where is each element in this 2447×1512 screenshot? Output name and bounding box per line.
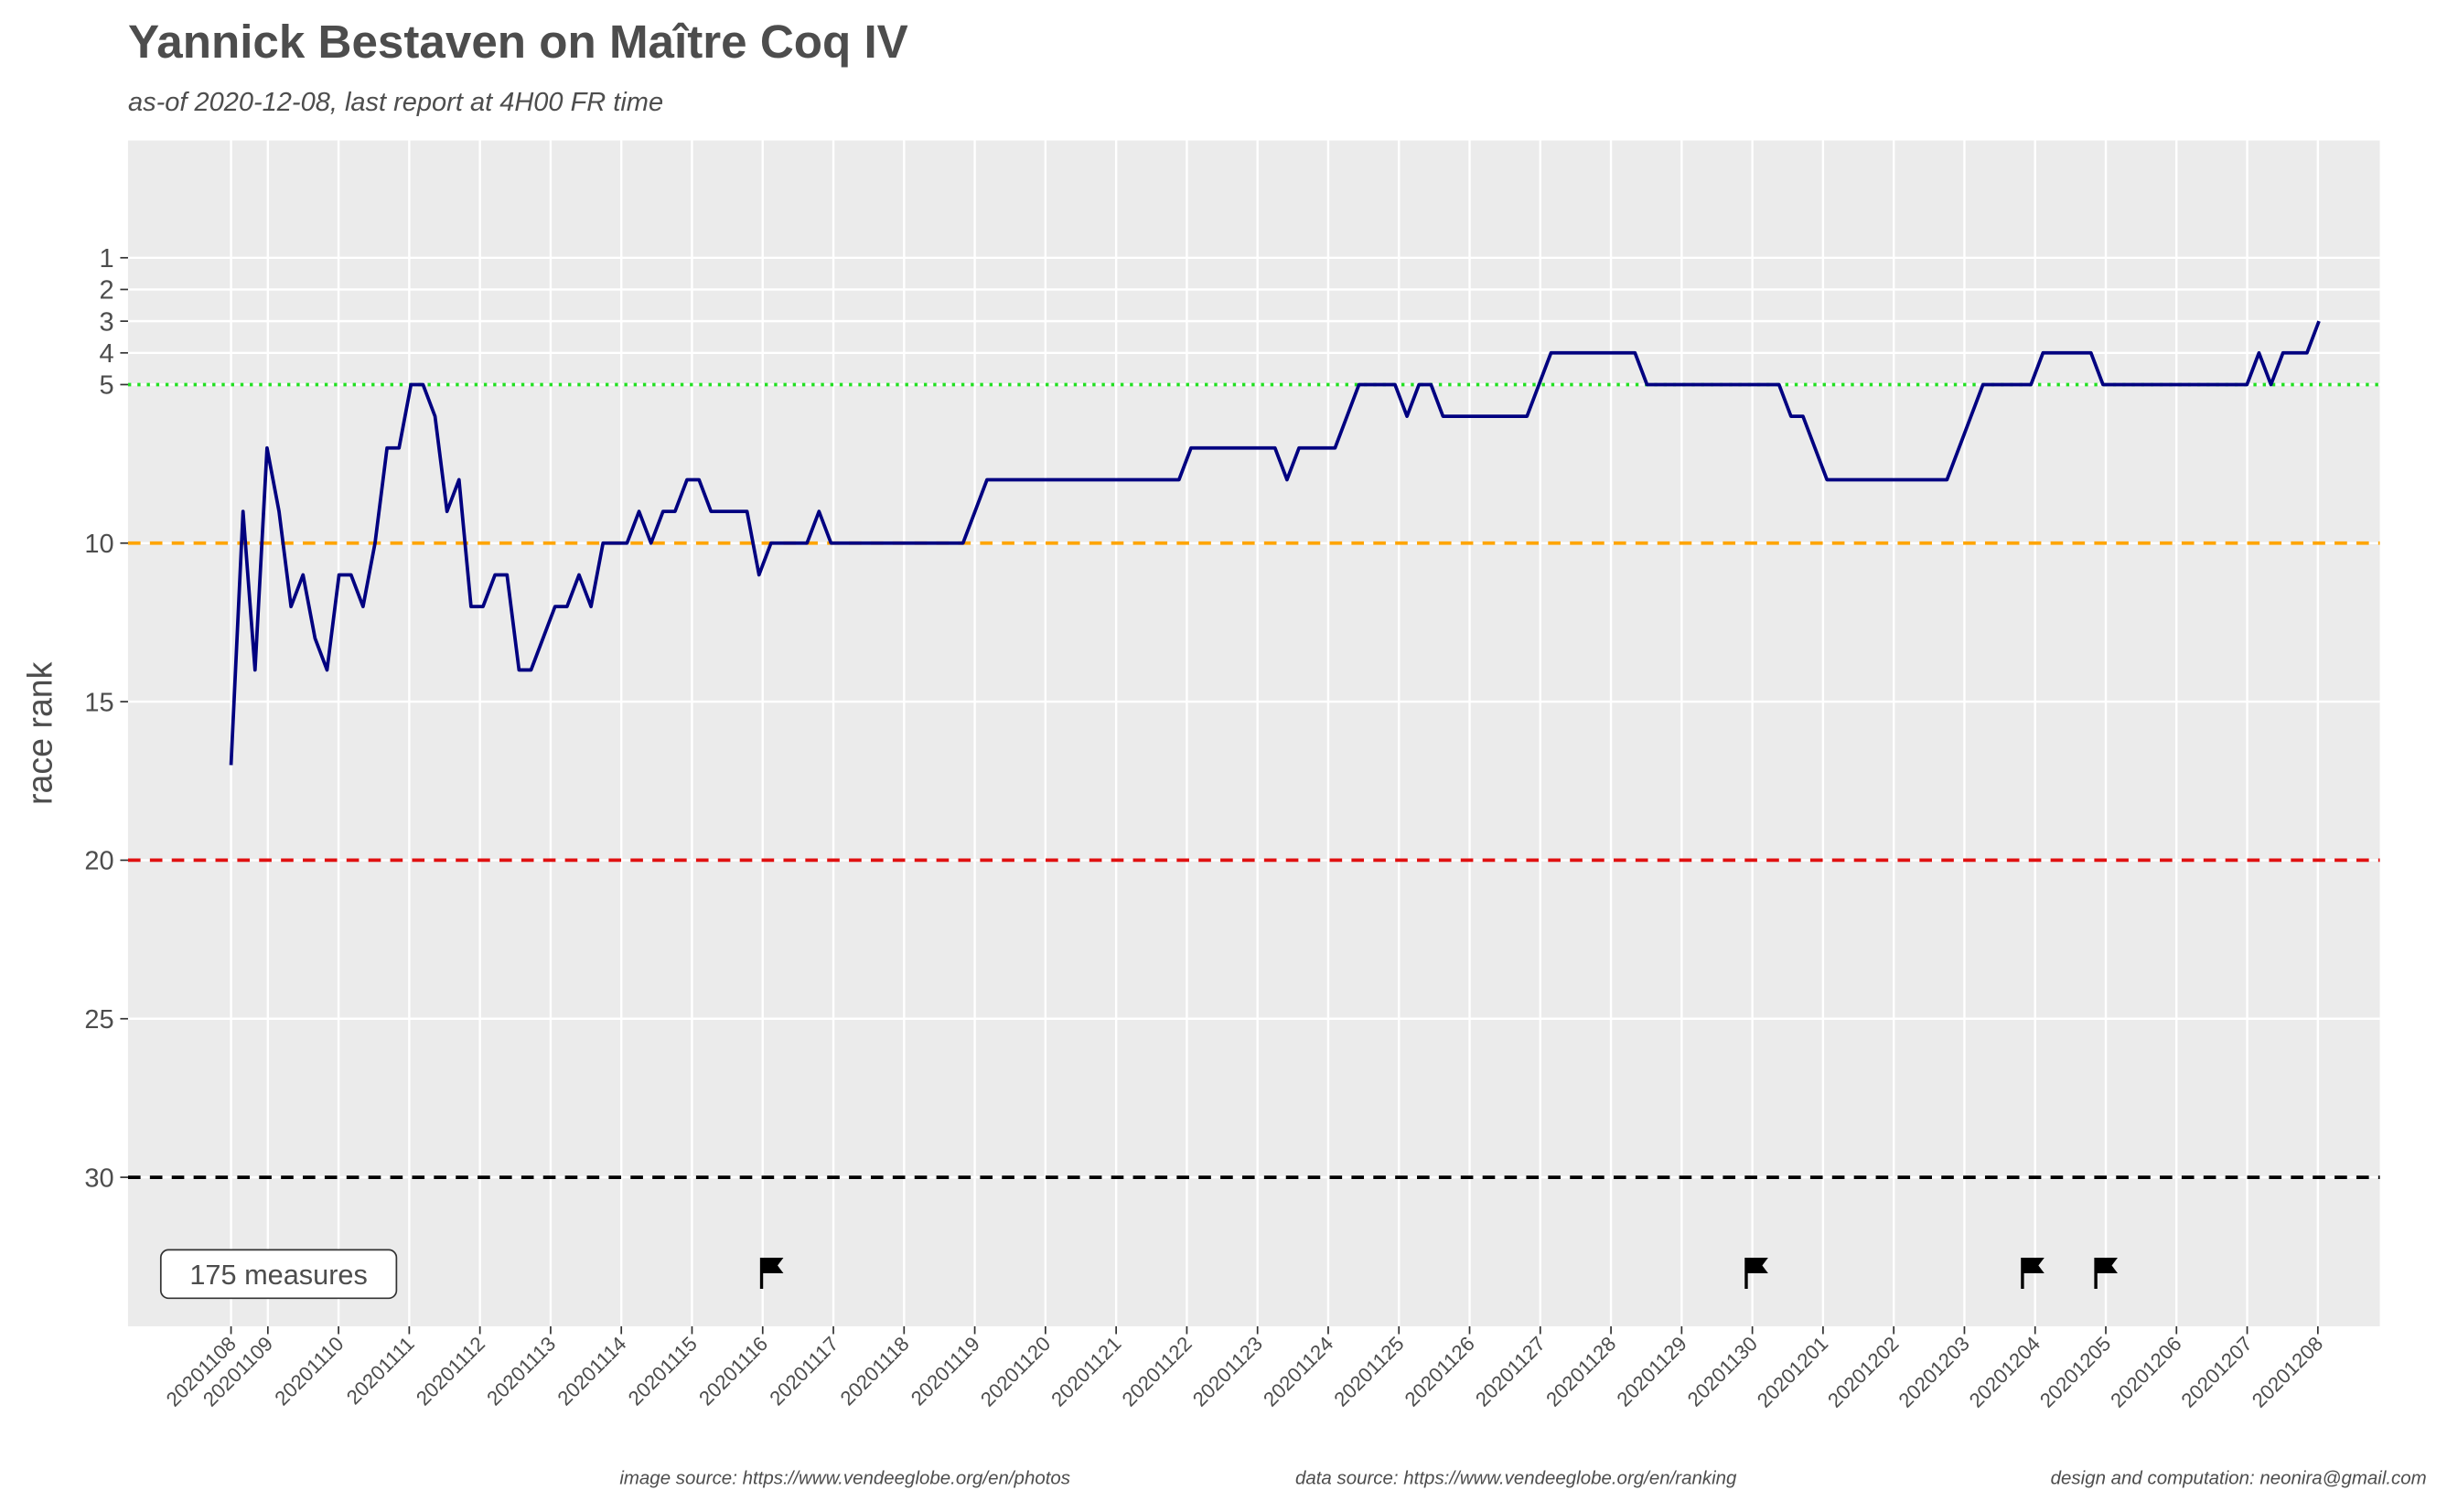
y-tick-label: 10 bbox=[84, 530, 113, 559]
caption: design and computation: neonira@gmail.co… bbox=[2051, 1467, 2427, 1488]
flag bbox=[2021, 1257, 2045, 1290]
x-tick-label: 20201110 bbox=[270, 1332, 348, 1410]
flag bbox=[2094, 1257, 2118, 1290]
x-tick-label: 20201125 bbox=[1329, 1332, 1408, 1410]
y-tick-label: 5 bbox=[99, 371, 113, 401]
line bbox=[229, 320, 2321, 766]
caption: data source: https://www.vendeeglobe.org… bbox=[1295, 1467, 1737, 1488]
x-tick-label: 20201115 bbox=[624, 1332, 702, 1410]
marks bbox=[229, 320, 2321, 766]
x-tick-label: 20201128 bbox=[1541, 1332, 1620, 1410]
x-tick-label: 20201114 bbox=[553, 1332, 630, 1410]
annotation-box bbox=[159, 1249, 398, 1300]
x-tick-label: 20201121 bbox=[1046, 1332, 1125, 1410]
y-tick-label: 25 bbox=[84, 1005, 113, 1035]
x-tick-label: 20201124 bbox=[1259, 1332, 1337, 1410]
x-tick-label: 20201203 bbox=[1894, 1332, 1973, 1411]
caption: image source: https://www.vendeeglobe.or… bbox=[619, 1467, 1070, 1488]
y-tick-label: 4 bbox=[99, 339, 113, 369]
chart-title: Yannick Bestaven on Maître Coq IV bbox=[128, 16, 908, 68]
x-tick-label: 20201201 bbox=[1753, 1332, 1832, 1411]
flags bbox=[759, 1257, 2118, 1290]
x-tick-label: 20201129 bbox=[1612, 1332, 1690, 1410]
x-tick-label: 20201123 bbox=[1188, 1332, 1267, 1410]
x-tick-label: 20201208 bbox=[2248, 1332, 2327, 1411]
y-tick-label: 30 bbox=[84, 1163, 113, 1193]
y-tick-label: 20 bbox=[84, 847, 113, 876]
x-tick-label: 20201207 bbox=[2177, 1332, 2257, 1411]
x-tick-label: 20201126 bbox=[1401, 1332, 1479, 1410]
x-tick-label: 20201127 bbox=[1471, 1332, 1550, 1410]
y-tick-label: 15 bbox=[84, 688, 113, 717]
x-tick-label: 20201111 bbox=[342, 1332, 419, 1409]
x-tick-label: 20201112 bbox=[412, 1332, 489, 1410]
x-tick-label: 20201119 bbox=[907, 1332, 984, 1410]
x-tick-label: 20201120 bbox=[976, 1332, 1055, 1410]
chart-subtitle: as-of 2020-12-08, last report at 4H00 FR… bbox=[128, 88, 663, 117]
y-tick-label: 2 bbox=[99, 276, 113, 306]
y-tick-label: 1 bbox=[99, 244, 113, 273]
x-tick-label: 20201206 bbox=[2106, 1332, 2185, 1411]
x-tick-label: 20201202 bbox=[1823, 1332, 1903, 1411]
reference-lines bbox=[127, 382, 2380, 1179]
x-tick-label: 20201204 bbox=[1965, 1332, 2045, 1411]
x-tick-label: 20201205 bbox=[2035, 1332, 2115, 1411]
y-tick-label: 3 bbox=[99, 307, 113, 337]
flag bbox=[1744, 1257, 1768, 1290]
x-tick-label: 20201122 bbox=[1118, 1332, 1197, 1410]
x-tick-label: 20201130 bbox=[1683, 1332, 1762, 1410]
x-tick-label: 20201117 bbox=[765, 1332, 842, 1410]
x-tick-label: 20201116 bbox=[694, 1332, 772, 1410]
flag bbox=[759, 1257, 784, 1290]
y-axis-title: race rank bbox=[20, 661, 59, 805]
plot-panel bbox=[127, 140, 2380, 1326]
x-tick-label: 20201113 bbox=[482, 1332, 560, 1410]
x-tick-label: 20201118 bbox=[836, 1332, 914, 1410]
annotation: 175 measures bbox=[189, 1259, 367, 1291]
